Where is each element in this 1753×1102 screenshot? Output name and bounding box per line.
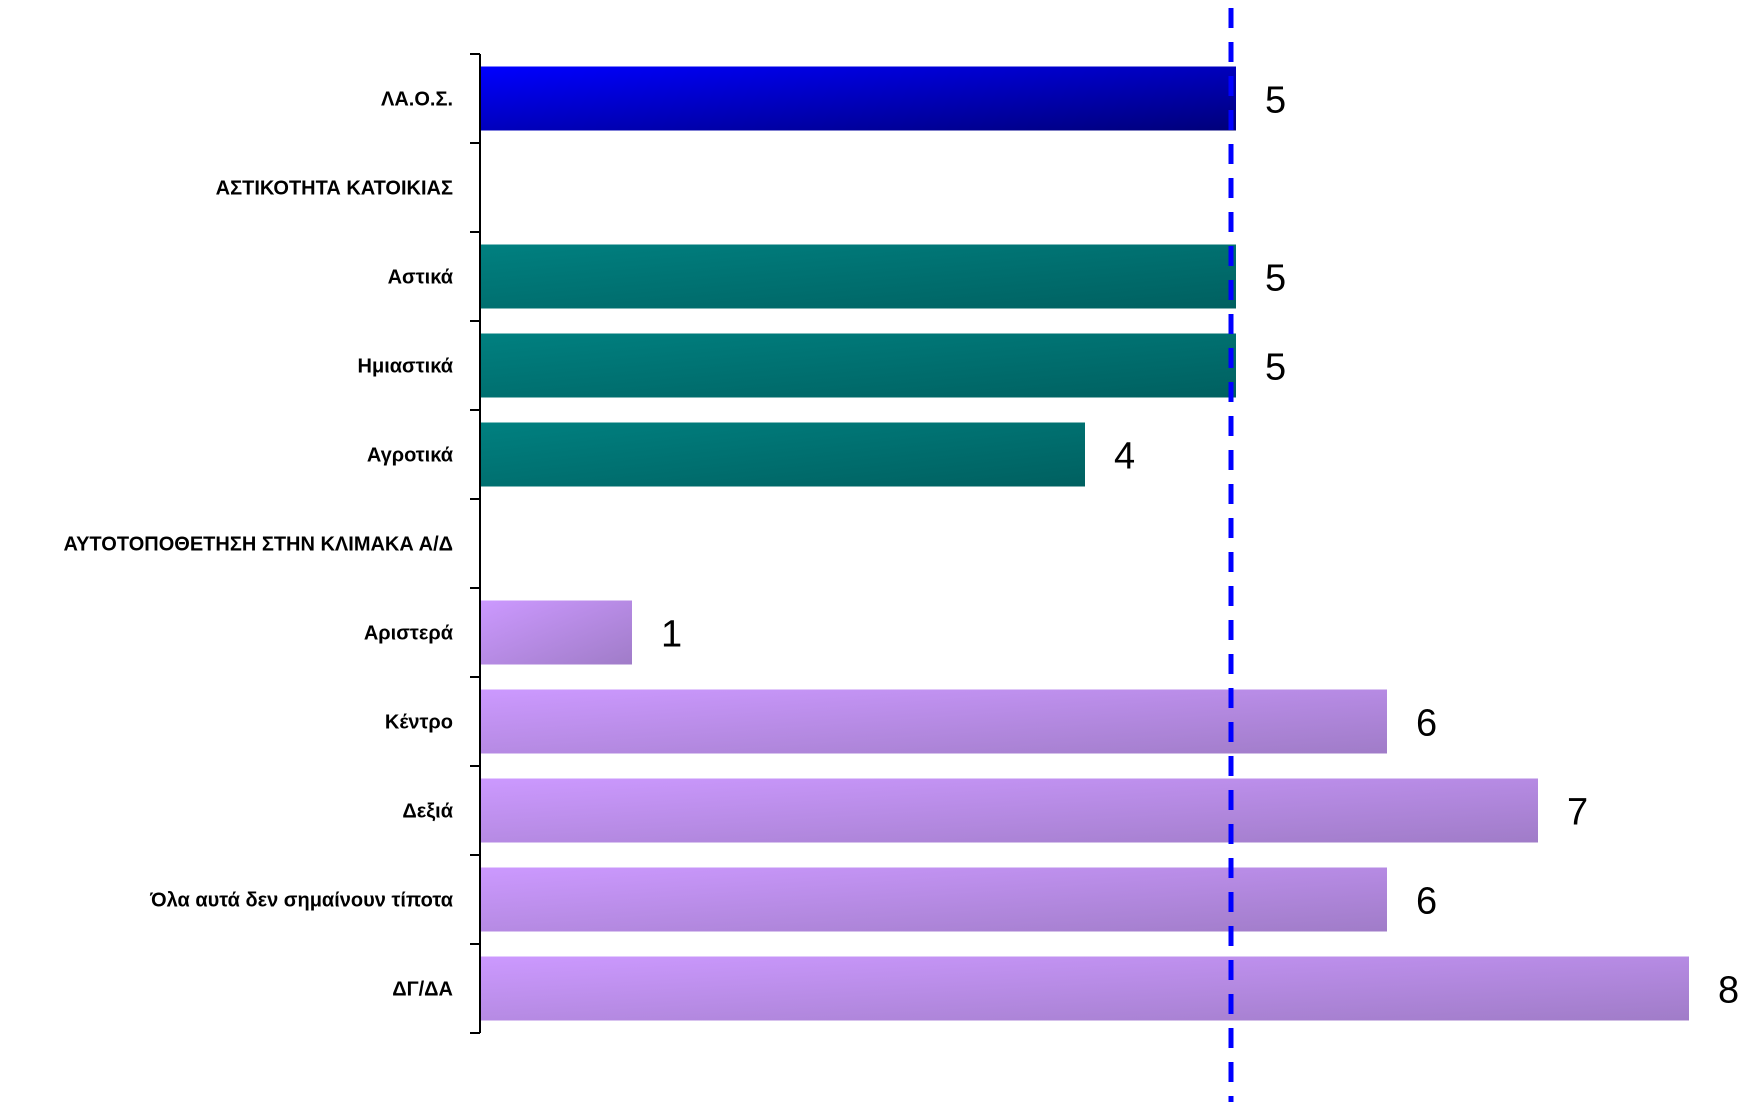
- data-label: 7: [1567, 792, 1588, 834]
- bar: [481, 689, 1387, 754]
- data-label: 8: [1718, 970, 1739, 1012]
- category-label: Δεξιά: [402, 801, 453, 823]
- bar: [481, 422, 1085, 487]
- bars-layer: [481, 66, 1689, 1021]
- category-label: ΑΣΤΙΚΟΤΗΤΑ ΚΑΤΟΙΚΙΑΣ: [216, 178, 453, 200]
- category-label: Αριστερά: [364, 623, 454, 645]
- data-label: 6: [1416, 881, 1437, 923]
- bar: [481, 244, 1236, 309]
- bar: [481, 600, 632, 665]
- category-label: Αγροτικά: [367, 445, 454, 467]
- labels-layer: ΛΑ.Ο.Σ. 5 ΑΣΤΙΚΟΤΗΤΑ ΚΑΤΟΙΚΙΑΣ Αστικά 5 Ημιασ…: [63, 80, 1739, 1012]
- bar: [481, 867, 1387, 932]
- data-label: 5: [1265, 80, 1286, 122]
- category-label: ΑΥΤΟΤΟΠΟΘΕΤΗΣΗ ΣΤΗΝ ΚΛΙΜΑΚΑ Α/Δ: [63, 534, 453, 556]
- category-label: ΛΑ.Ο.Σ.: [381, 89, 453, 111]
- bar: [481, 778, 1538, 843]
- axis-layer: [470, 53, 481, 1034]
- data-label: 5: [1265, 258, 1286, 300]
- data-label: 6: [1416, 703, 1437, 745]
- bar: [481, 66, 1236, 131]
- category-label: Κέντρο: [385, 712, 453, 734]
- category-label: Αστικά: [388, 267, 454, 289]
- category-label: ΔΓ/ΔΑ: [392, 979, 453, 1001]
- data-label: 1: [661, 614, 682, 656]
- data-label: 4: [1114, 436, 1135, 478]
- category-label: Ημιαστικά: [358, 356, 454, 378]
- data-label: 5: [1265, 347, 1286, 389]
- bar: [481, 956, 1689, 1021]
- category-label: Όλα αυτά δεν σημαίνουν τίποτα: [149, 890, 454, 912]
- bar: [481, 333, 1236, 398]
